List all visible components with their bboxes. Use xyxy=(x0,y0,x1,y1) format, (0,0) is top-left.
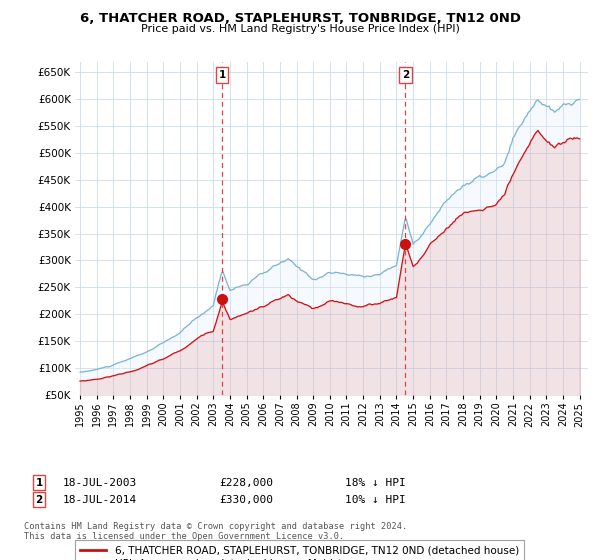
Text: 2: 2 xyxy=(35,494,43,505)
Text: Contains HM Land Registry data © Crown copyright and database right 2024.
This d: Contains HM Land Registry data © Crown c… xyxy=(24,522,407,542)
Text: 18-JUL-2003: 18-JUL-2003 xyxy=(63,478,137,488)
Text: 10% ↓ HPI: 10% ↓ HPI xyxy=(345,494,406,505)
Text: Price paid vs. HM Land Registry's House Price Index (HPI): Price paid vs. HM Land Registry's House … xyxy=(140,24,460,34)
Text: 2: 2 xyxy=(402,70,409,80)
Text: 1: 1 xyxy=(218,70,226,80)
Text: 6, THATCHER ROAD, STAPLEHURST, TONBRIDGE, TN12 0ND: 6, THATCHER ROAD, STAPLEHURST, TONBRIDGE… xyxy=(79,12,521,25)
Legend: 6, THATCHER ROAD, STAPLEHURST, TONBRIDGE, TN12 0ND (detached house), HPI: Averag: 6, THATCHER ROAD, STAPLEHURST, TONBRIDGE… xyxy=(75,540,524,560)
Text: 18% ↓ HPI: 18% ↓ HPI xyxy=(345,478,406,488)
Text: £330,000: £330,000 xyxy=(219,494,273,505)
Text: £228,000: £228,000 xyxy=(219,478,273,488)
Text: 18-JUL-2014: 18-JUL-2014 xyxy=(63,494,137,505)
Text: 1: 1 xyxy=(35,478,43,488)
